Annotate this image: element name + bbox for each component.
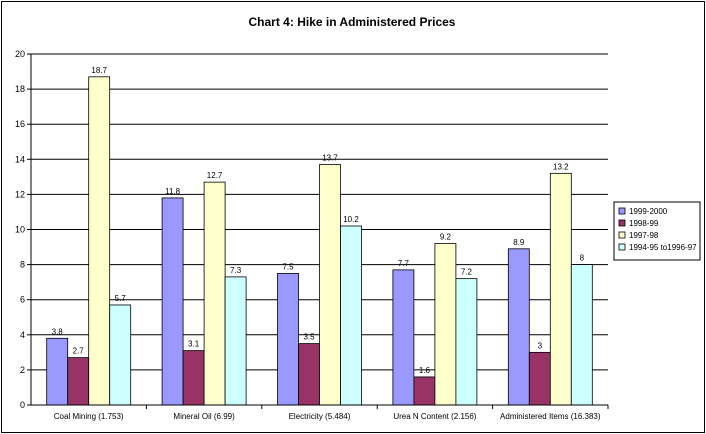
legend-swatch	[618, 243, 626, 251]
bar	[298, 343, 320, 406]
legend-label: 1999-2000	[629, 207, 668, 216]
legend-swatch	[618, 207, 626, 215]
data-label: 7.3	[230, 266, 242, 275]
bar	[570, 264, 593, 406]
data-label: 12.7	[207, 171, 223, 180]
data-label: 1.6	[419, 366, 431, 375]
data-label: 11.8	[165, 187, 181, 196]
bar	[455, 278, 478, 406]
data-label: 7.7	[398, 259, 410, 268]
y-tick-label: 20	[15, 49, 25, 59]
data-label: 7.5	[282, 262, 294, 271]
bar	[413, 376, 436, 406]
legend-label: 1997-98	[629, 231, 659, 240]
legend-swatch	[618, 231, 626, 239]
y-tick-label: 18	[15, 84, 25, 94]
bar	[67, 357, 90, 406]
bar	[46, 337, 69, 406]
x-tick-label: Mineral Oil (6.99)	[173, 412, 235, 421]
data-label: 3.1	[188, 340, 200, 349]
y-tick-label: 12	[15, 189, 25, 199]
legend-swatch	[618, 219, 626, 227]
y-tick-label: 10	[15, 225, 25, 235]
x-tick-label: Urea N Content (2.156)	[393, 412, 476, 421]
legend-label: 1998-99	[629, 219, 659, 228]
x-tick-label: Coal Mining (1.753)	[54, 412, 124, 421]
y-tick-label: 0	[20, 400, 25, 410]
data-label: 8	[580, 254, 585, 263]
data-label: 9.2	[440, 233, 452, 242]
x-tick-label: Electricity (5.484)	[289, 412, 351, 421]
bar	[507, 248, 530, 406]
bar	[161, 197, 184, 406]
bar	[109, 304, 132, 406]
x-tick-label: Administered Items (16.383)	[500, 412, 601, 421]
bar	[224, 276, 247, 406]
x-axis: Coal Mining (1.753) Mineral Oil (6.99) Ele…	[31, 404, 609, 421]
data-label: 2.7	[73, 347, 85, 356]
data-label: 8.9	[513, 238, 525, 247]
y-axis: 0 2 4 6 8 10 12 14 16 18 20	[15, 49, 32, 410]
chart-title: Chart 4: Hike in Administered Prices	[249, 15, 456, 29]
bar	[528, 351, 551, 406]
legend-label: 1994-95 to1996-97	[629, 243, 697, 252]
y-tick-label: 16	[15, 119, 25, 129]
data-label: 3.5	[303, 333, 315, 342]
data-label: 3.8	[52, 327, 64, 336]
data-label: 10.2	[343, 215, 359, 224]
data-label: 13.7	[322, 154, 338, 163]
bar	[203, 181, 226, 406]
data-label: 5.7	[115, 294, 127, 303]
bar	[182, 350, 205, 406]
y-tick-label: 4	[20, 330, 25, 340]
legend: 1999-2000 1998-99 1997-98 1994-95 to1996-97	[613, 201, 701, 261]
bar	[549, 172, 572, 406]
data-label: 18.7	[91, 66, 107, 75]
y-tick-label: 14	[15, 154, 25, 164]
data-label: 3	[538, 341, 543, 350]
y-tick-label: 8	[20, 260, 25, 270]
bar	[319, 164, 341, 406]
bar-series: 3.8 2.7 18.7 5.7 11.8 3.1 12.7 7.3 7.5 3.5 13.7 10.…	[46, 66, 593, 406]
bar	[340, 225, 362, 406]
y-tick-label: 2	[20, 365, 25, 375]
data-label: 13.2	[553, 162, 569, 171]
bar	[434, 243, 457, 406]
bar	[277, 272, 299, 406]
bar	[88, 76, 111, 406]
bar	[392, 269, 415, 406]
data-label: 7.2	[461, 268, 473, 277]
y-tick-label: 6	[20, 295, 25, 305]
legend-box	[613, 201, 701, 261]
